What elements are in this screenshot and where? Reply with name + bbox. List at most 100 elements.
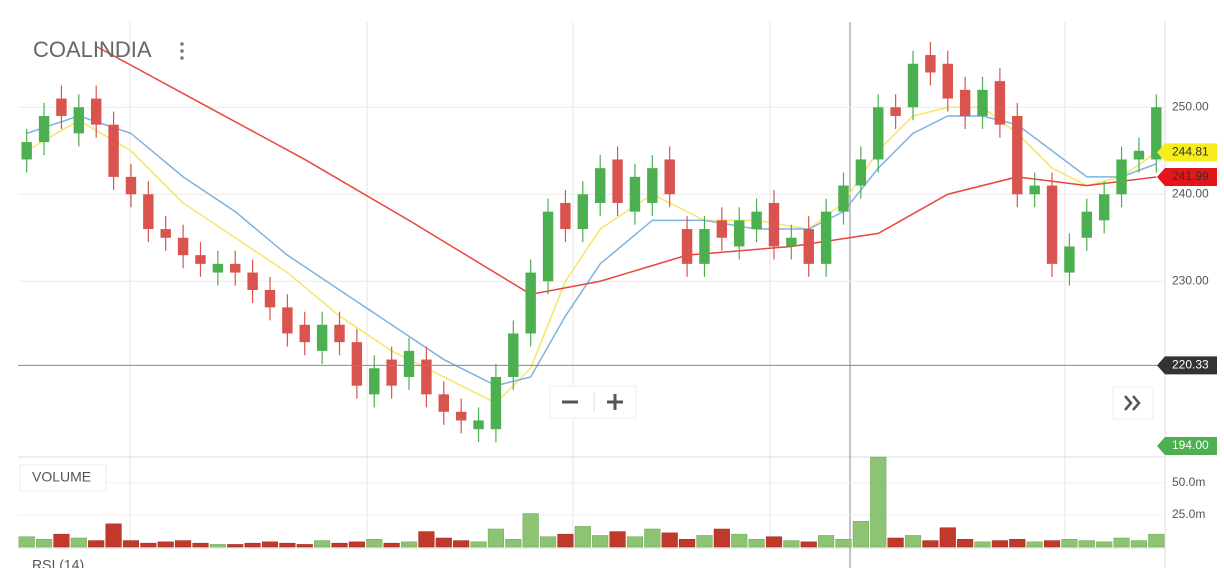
volume-bar [574, 526, 591, 548]
candle-body [577, 194, 589, 230]
volume-bar [626, 536, 644, 548]
candle-body [455, 411, 467, 421]
volume-bar [731, 533, 748, 548]
volume-bar [904, 535, 922, 548]
flag-label-tag [1157, 437, 1217, 455]
volume-bar [1026, 541, 1043, 548]
candle-body [403, 350, 415, 377]
volume-bar [88, 540, 105, 548]
volume-bar [1096, 541, 1113, 548]
candle-body [647, 168, 658, 203]
volume-bar [1009, 539, 1026, 548]
candle-body [334, 324, 345, 343]
candle-body [942, 63, 953, 99]
volume-bar [661, 532, 678, 548]
volume-bar [470, 541, 487, 548]
date-grid [129, 22, 1066, 547]
volume-bar [818, 535, 835, 548]
candle-body [716, 220, 728, 238]
candle-body [473, 420, 484, 430]
volume-bar [157, 541, 174, 548]
volume-bar [175, 540, 192, 548]
zoom-in-button[interactable] [596, 388, 634, 416]
chart-title: COALINDIA [33, 37, 152, 62]
volume-bar [122, 540, 140, 548]
volume-bar [922, 540, 939, 548]
volume-bar [1148, 533, 1165, 548]
candle-body [699, 229, 710, 264]
volume-bar [713, 528, 730, 548]
volume-title: VOLUME [32, 469, 91, 485]
candle-body [386, 359, 397, 386]
volume-bar [974, 541, 991, 548]
menu-icon[interactable] [180, 42, 184, 60]
candle-body [1116, 159, 1127, 195]
volume-bar [70, 537, 87, 548]
crosshair-label: 220.33 [1172, 358, 1209, 372]
volume-bar [957, 539, 974, 548]
volume-bar [453, 540, 470, 548]
moving-average [26, 115, 1157, 387]
candle-body [438, 394, 449, 412]
candle-body [508, 333, 519, 377]
y-tick-label: 250.00 [1172, 99, 1209, 113]
volume-bar [870, 456, 887, 548]
candle-body [421, 359, 432, 395]
volume-bar [105, 523, 122, 548]
candle-body [490, 376, 502, 430]
volume-bar [227, 544, 244, 548]
volume-bar [348, 541, 365, 548]
candle-body [1151, 107, 1162, 160]
plot: 250.00 240.00 230.00 50.0m 25.0m 220.33 244.81… [18, 42, 1217, 548]
volume-bar [800, 541, 817, 548]
candle-body [1064, 246, 1075, 273]
candle-body [525, 272, 536, 334]
candle-body [1029, 185, 1040, 195]
candle-body [820, 211, 832, 264]
zoom-out-button[interactable] [552, 388, 592, 416]
candle-body [21, 142, 32, 160]
candle-body [1081, 211, 1093, 238]
candle-body [108, 124, 119, 177]
volume-bar [748, 539, 765, 548]
volume-bar [1130, 540, 1148, 548]
candle-body [316, 324, 328, 351]
candle-body [803, 229, 814, 264]
flag-label: 194.00 [1172, 438, 1209, 452]
zoom-controls [549, 385, 637, 419]
candle-body [734, 220, 745, 247]
volume-bar [557, 533, 574, 548]
volume-bar [505, 539, 522, 548]
candle-body [195, 255, 206, 264]
candle-body [160, 229, 171, 238]
volume-bar [261, 541, 279, 548]
volume-bar [539, 536, 557, 548]
volume-bar [18, 536, 35, 548]
candle-body [369, 368, 380, 395]
candle-body [664, 159, 675, 195]
volume-bar [1061, 539, 1078, 548]
candle-body [73, 107, 85, 134]
candle-body [994, 81, 1006, 125]
indicator-title: RSI (14) [32, 557, 84, 568]
candle-body [612, 159, 623, 203]
candle-body [560, 202, 571, 230]
volume-bar [279, 542, 296, 548]
volume-bar [991, 540, 1008, 548]
last-value-label: 241.99 [1172, 169, 1209, 183]
volume-bar [383, 542, 400, 548]
volume-bar [35, 539, 53, 548]
last-value-label-tag [1157, 167, 1217, 186]
volume-bar [644, 528, 661, 548]
candle-body [90, 98, 102, 125]
volume-bar [331, 542, 348, 548]
volume-bar [783, 540, 800, 548]
candle-body [977, 89, 988, 116]
candle-body [177, 237, 189, 256]
candle-body [542, 211, 554, 282]
candle-body [907, 63, 919, 108]
scroll-right-button[interactable] [1112, 386, 1154, 420]
candle-body [629, 176, 641, 212]
